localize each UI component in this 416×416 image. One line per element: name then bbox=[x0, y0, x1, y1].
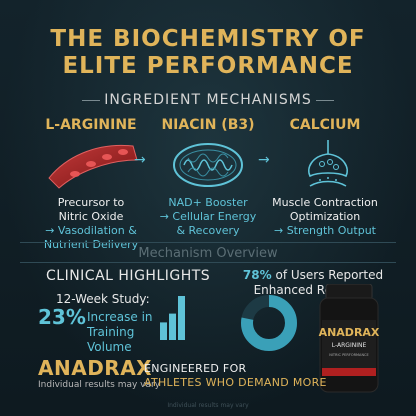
disclaimer: Individual results may vary bbox=[38, 380, 161, 390]
clinical-heading: CLINICAL HIGHLIGHTS bbox=[46, 268, 211, 284]
desc-line: Optimization bbox=[289, 210, 361, 223]
users-stat-line: 78% of Users Reported bbox=[228, 268, 398, 283]
bottle-small: NITRIC PERFORMANCE bbox=[329, 353, 368, 357]
bottle-sub: L-ARGININE bbox=[332, 342, 367, 349]
ingredient-desc-l-arginine: Precursor to Nitric Oxide bbox=[26, 196, 156, 224]
effect-line: Nutrient Delivery bbox=[43, 238, 139, 251]
volume-bar bbox=[178, 296, 185, 340]
arrow-icon: → bbox=[134, 152, 146, 168]
ingredient-effect-calcium: → Strength Output bbox=[273, 224, 376, 237]
bottle-brand: ANADRAX bbox=[319, 326, 380, 339]
product-bottle-image: ANADRAX L-ARGININE NITRIC PERFORMANCE bbox=[319, 284, 380, 393]
heading-rule-right bbox=[315, 99, 334, 101]
watermark: Individual results may vary bbox=[167, 402, 249, 409]
tagline-line-1: ENGINEERED FOR bbox=[144, 362, 247, 375]
synapse-icon bbox=[308, 140, 348, 187]
section-divider bbox=[20, 242, 396, 243]
users-percent: 78% bbox=[242, 268, 272, 282]
study-label: 12-Week Study: bbox=[56, 292, 150, 306]
title-line-2: ELITE PERFORMANCE bbox=[62, 53, 354, 79]
percent-text-line: Increase in bbox=[87, 310, 153, 324]
percent-text-line: Training Volume bbox=[87, 325, 135, 354]
recovery-donut-chart bbox=[241, 295, 297, 351]
clinical-percent: 23% bbox=[38, 305, 86, 329]
ingredient-name-l-arginine: L-ARGININE bbox=[45, 117, 137, 133]
volume-bar bbox=[160, 322, 167, 340]
tagline: ENGINEERED FOR ATHLETES WHO DEMAND MORE bbox=[144, 362, 327, 390]
ingredient-name-calcium: CALCIUM bbox=[289, 117, 361, 133]
ingredient-desc-niacin: NAD+ Booster → Cellular Energy & Recover… bbox=[143, 196, 273, 238]
section-heading-text: INGREDIENT MECHANISMS bbox=[104, 92, 312, 108]
title-line-1: THE BIOCHEMISTRY OF bbox=[50, 26, 366, 52]
desc-line: Precursor to bbox=[57, 196, 125, 209]
desc-line: NAD+ Booster bbox=[168, 196, 248, 209]
desc-line: → Cellular Energy bbox=[159, 210, 257, 223]
ingredient-effect-l-arginine: → Vasodilation & Nutrient Delivery bbox=[26, 224, 156, 252]
section-heading: INGREDIENT MECHANISMS bbox=[0, 92, 416, 108]
footer-brand: ANADRAX bbox=[38, 356, 153, 380]
page-title: THE BIOCHEMISTRY OF ELITE PERFORMANCE bbox=[0, 26, 416, 80]
users-text: of Users Reported bbox=[275, 268, 384, 282]
effect-line: → Vasodilation & bbox=[45, 224, 137, 237]
blood-vessel-icon bbox=[48, 144, 138, 189]
training-volume-bar-chart bbox=[160, 296, 185, 340]
tagline-line-2: ATHLETES WHO DEMAND MORE bbox=[144, 376, 327, 389]
section-divider bbox=[20, 262, 396, 263]
desc-line: Muscle Contraction bbox=[272, 196, 378, 209]
donut-segment bbox=[241, 295, 297, 351]
mitochondria-icon bbox=[173, 143, 243, 187]
desc-line: Nitric Oxide bbox=[58, 210, 124, 223]
users-stat: 78% of Users Reported Enhanced Recovery bbox=[228, 268, 398, 298]
ingredient-desc-calcium: Muscle Contraction Optimization bbox=[260, 196, 390, 224]
volume-bar bbox=[169, 313, 176, 340]
mechanism-overview-label: Mechanism Overview bbox=[138, 246, 278, 261]
ingredient-name-niacin: NIACIN (B3) bbox=[161, 117, 255, 133]
effect-line: & Recovery bbox=[176, 224, 240, 237]
clinical-percent-text: Increase in Training Volume bbox=[87, 310, 177, 355]
arrow-icon: → bbox=[258, 152, 270, 168]
heading-rule-left bbox=[82, 99, 101, 101]
